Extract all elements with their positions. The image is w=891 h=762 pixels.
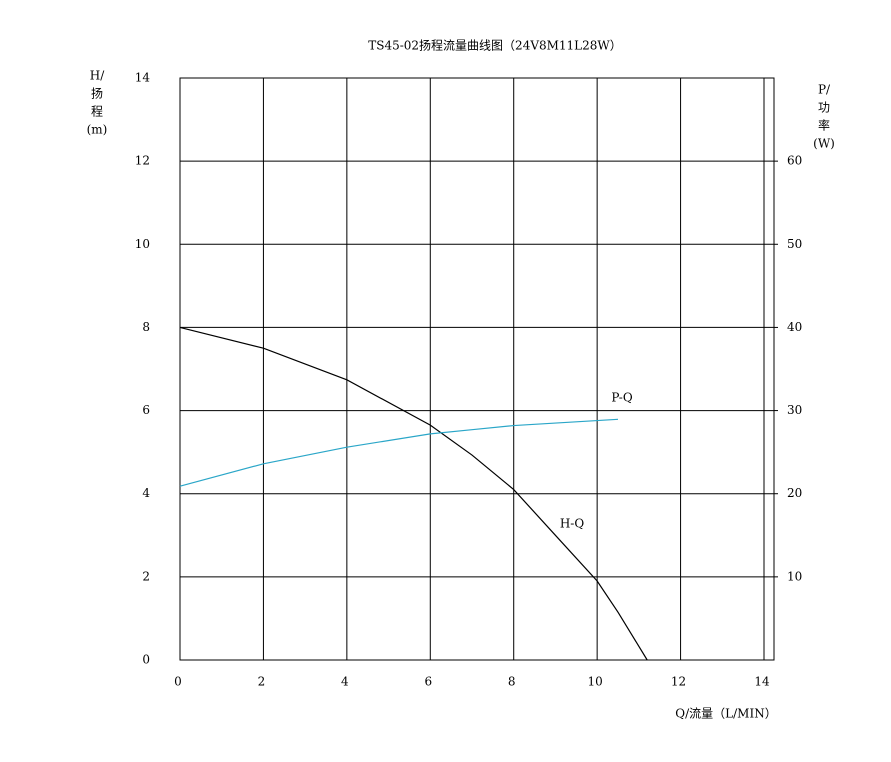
plot-frame [179, 77, 775, 661]
y2-tick-label: 20 [787, 486, 802, 500]
y2-tick-label: 40 [787, 320, 802, 334]
y2-tick-label: 50 [787, 237, 802, 251]
y-tick-label: 6 [142, 403, 150, 417]
legend-label: P-Q [611, 391, 632, 405]
legend-label: H-Q [560, 517, 585, 531]
y-tick-label: 14 [135, 71, 151, 85]
x-tick-label: 0 [174, 675, 182, 689]
y2-axis-label: P/ [818, 83, 831, 97]
y2-tick-label: 30 [787, 403, 802, 417]
y-tick-label: 12 [135, 154, 150, 168]
y-tick-label: 10 [135, 237, 150, 251]
y-tick-label: 4 [142, 486, 150, 500]
series-line [179, 418, 619, 487]
series-line [179, 326, 648, 661]
y-axis-label: 扬 [91, 86, 103, 101]
x-tick-label: 2 [258, 675, 266, 689]
y2-axis-label: (W) [813, 137, 835, 151]
y-axis-label: 程 [91, 104, 103, 119]
x-tick-label: 12 [671, 675, 686, 689]
y-tick-label: 8 [142, 320, 150, 334]
y-axis-label: H/ [90, 69, 105, 83]
y-tick-label: 0 [142, 653, 150, 667]
x-tick-label: 14 [754, 675, 770, 689]
x-tick-label: 6 [424, 675, 432, 689]
chart-title: TS45-02扬程流量曲线图（24V8M11L28W） [368, 38, 622, 53]
y-tick-label: 2 [142, 569, 150, 583]
y2-tick-label: 60 [787, 154, 802, 168]
y-axis-label: (m) [87, 123, 108, 137]
y2-tick-label: 10 [787, 569, 802, 583]
y2-axis-label: 率 [818, 118, 830, 133]
x-tick-label: 8 [508, 675, 516, 689]
x-tick-label: 10 [588, 675, 603, 689]
x-tick-label: 4 [341, 675, 349, 689]
y2-axis-label: 功 [818, 101, 830, 115]
x-axis-label: Q/流量（L/MIN） [675, 707, 776, 721]
